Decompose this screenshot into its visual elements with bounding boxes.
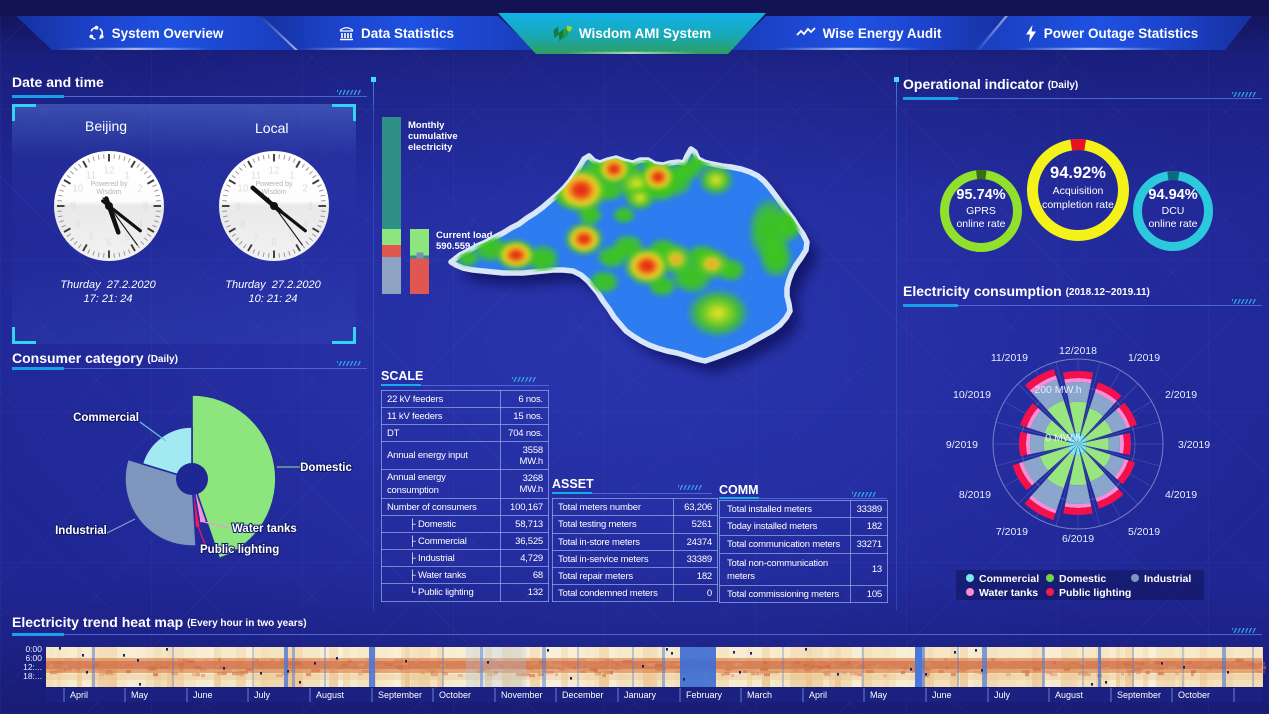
svg-text:July: July bbox=[254, 690, 271, 700]
svg-text:August: August bbox=[1055, 690, 1084, 700]
svg-text:9/2019: 9/2019 bbox=[946, 439, 978, 451]
svg-text:Powered by: Powered by bbox=[91, 181, 128, 188]
svg-text:May: May bbox=[131, 690, 149, 700]
svg-text:10/2019: 10/2019 bbox=[953, 389, 991, 401]
svg-text:0 MW.h: 0 MW.h bbox=[1045, 432, 1081, 444]
svg-text:April: April bbox=[70, 690, 88, 700]
svg-text:95.74%: 95.74% bbox=[956, 187, 1005, 203]
svg-text:April: April bbox=[809, 690, 827, 700]
svg-text:6: 6 bbox=[271, 238, 277, 249]
svg-text:2: 2 bbox=[137, 184, 143, 195]
svg-text:200 MW.h: 200 MW.h bbox=[1034, 384, 1081, 396]
svg-text:October: October bbox=[1178, 690, 1210, 700]
svg-text:August: August bbox=[316, 690, 345, 700]
svg-text:7: 7 bbox=[88, 233, 94, 244]
svg-text:online rate: online rate bbox=[956, 218, 1005, 230]
svg-text:July: July bbox=[994, 690, 1011, 700]
svg-text:7: 7 bbox=[253, 233, 259, 244]
svg-text:9: 9 bbox=[70, 202, 76, 213]
svg-text:3: 3 bbox=[142, 202, 148, 213]
svg-text:3: 3 bbox=[307, 202, 313, 213]
svg-text:GPRS: GPRS bbox=[966, 205, 996, 217]
svg-text:11/2019: 11/2019 bbox=[991, 352, 1028, 364]
svg-text:10: 10 bbox=[237, 184, 249, 195]
svg-text:February: February bbox=[686, 690, 723, 700]
svg-text:Domestic: Domestic bbox=[300, 462, 352, 474]
svg-text:6/2019: 6/2019 bbox=[1062, 533, 1094, 545]
svg-text:Acquisition: Acquisition bbox=[1053, 185, 1104, 197]
svg-text:0:00: 0:00 bbox=[25, 644, 42, 654]
svg-text:9: 9 bbox=[235, 202, 241, 213]
svg-text:Industrial: Industrial bbox=[55, 525, 107, 537]
svg-text:5/2019: 5/2019 bbox=[1128, 526, 1160, 538]
svg-text:94.94%: 94.94% bbox=[1148, 187, 1197, 203]
svg-text:6:00: 6:00 bbox=[25, 653, 42, 663]
svg-text:2/2019: 2/2019 bbox=[1165, 389, 1197, 401]
svg-text:1: 1 bbox=[289, 170, 295, 181]
svg-text:1: 1 bbox=[124, 170, 130, 181]
svg-text:11: 11 bbox=[251, 170, 262, 181]
svg-text:Water tanks: Water tanks bbox=[232, 523, 297, 535]
svg-text:Commercial: Commercial bbox=[73, 412, 139, 424]
svg-text:January: January bbox=[624, 690, 657, 700]
svg-text:8: 8 bbox=[75, 220, 81, 231]
svg-text:Wisdom: Wisdom bbox=[96, 189, 121, 196]
svg-text:18:...: 18:... bbox=[23, 671, 42, 681]
svg-text:94.92%: 94.92% bbox=[1050, 164, 1106, 182]
svg-text:12:...: 12:... bbox=[23, 662, 42, 672]
svg-text:November: November bbox=[501, 690, 543, 700]
svg-text:1/2019: 1/2019 bbox=[1128, 352, 1160, 364]
svg-text:June: June bbox=[193, 690, 213, 700]
svg-text:DCU: DCU bbox=[1162, 205, 1185, 217]
svg-text:May: May bbox=[870, 690, 888, 700]
svg-text:March: March bbox=[747, 690, 772, 700]
svg-text:completion rate: completion rate bbox=[1042, 199, 1114, 211]
svg-text:5: 5 bbox=[124, 233, 130, 244]
svg-text:Powered by: Powered by bbox=[256, 181, 293, 188]
svg-text:2: 2 bbox=[302, 184, 308, 195]
svg-text:4: 4 bbox=[137, 220, 143, 231]
svg-text:8/2019: 8/2019 bbox=[959, 489, 991, 501]
svg-text:6: 6 bbox=[106, 238, 112, 249]
svg-text:September: September bbox=[1117, 690, 1161, 700]
svg-text:September: September bbox=[378, 690, 422, 700]
svg-text:10: 10 bbox=[72, 184, 84, 195]
svg-text:12: 12 bbox=[103, 166, 115, 177]
svg-text:December: December bbox=[562, 690, 604, 700]
svg-text:3/2019: 3/2019 bbox=[1178, 439, 1210, 451]
svg-text:Public lighting: Public lighting bbox=[200, 544, 279, 556]
svg-text:11: 11 bbox=[86, 170, 97, 181]
svg-text:12: 12 bbox=[268, 166, 280, 177]
svg-text:Wisdom: Wisdom bbox=[261, 189, 286, 196]
svg-text:4: 4 bbox=[302, 220, 308, 231]
svg-text:5: 5 bbox=[289, 233, 295, 244]
svg-text:June: June bbox=[932, 690, 952, 700]
svg-text:7/2019: 7/2019 bbox=[996, 526, 1028, 538]
svg-text:4/2019: 4/2019 bbox=[1165, 489, 1197, 501]
svg-text:12/2018: 12/2018 bbox=[1059, 345, 1097, 357]
svg-text:8: 8 bbox=[240, 220, 246, 231]
svg-text:October: October bbox=[439, 690, 471, 700]
svg-text:online rate: online rate bbox=[1148, 218, 1197, 230]
